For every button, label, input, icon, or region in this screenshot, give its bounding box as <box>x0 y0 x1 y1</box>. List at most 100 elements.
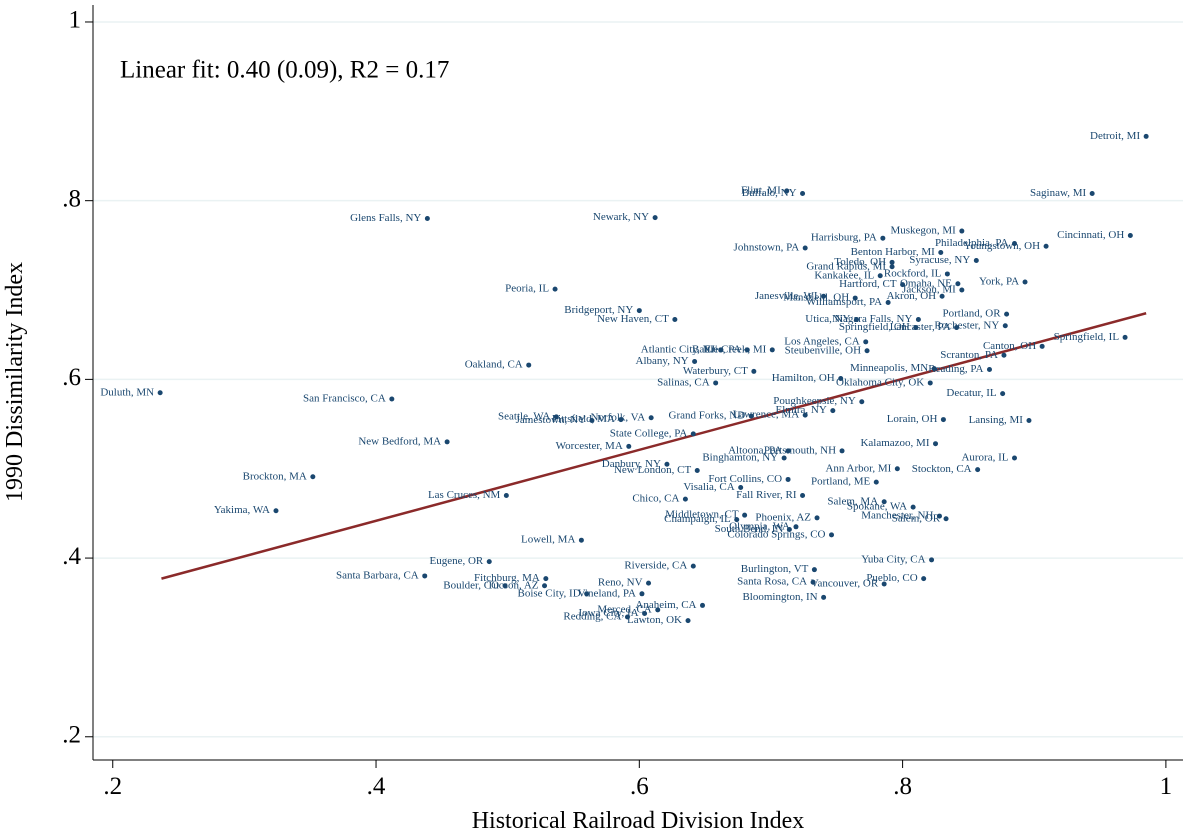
point <box>933 441 939 447</box>
point <box>1001 352 1007 358</box>
point-label: Williamsport, PA <box>806 296 882 308</box>
point <box>955 281 961 287</box>
y-tick-label: .6 <box>62 364 81 391</box>
point-label: Santa Rosa, CA <box>737 576 807 588</box>
point-label: Peoria, IL <box>505 283 549 295</box>
point-label: San Francisco, CA <box>303 393 386 405</box>
point-label: Elmira, NY <box>776 404 827 416</box>
point-label: Pueblo, CO <box>866 572 917 584</box>
point <box>652 215 658 221</box>
point <box>873 479 879 485</box>
point <box>1127 233 1133 239</box>
point <box>785 476 791 482</box>
point <box>542 583 548 589</box>
point <box>424 216 430 222</box>
point-label: Yakima, WA <box>214 504 270 516</box>
point <box>821 293 827 299</box>
point-label: Albany, NY <box>636 355 689 367</box>
point-label: Santa Barbara, CA <box>336 569 419 581</box>
point <box>1089 191 1095 197</box>
point <box>939 293 945 299</box>
point-label: Canton, OH <box>983 340 1036 352</box>
point <box>864 348 870 354</box>
point-label: Muskegon, MI <box>890 225 956 237</box>
point-label: Las Cruces, NM <box>428 489 501 501</box>
point-label: Burlington, VT <box>741 563 809 575</box>
point <box>1011 455 1017 461</box>
point <box>940 417 946 423</box>
point-label: Atlantic City, NJ <box>641 343 716 355</box>
point-label: Middletown, CT <box>665 509 739 521</box>
point-label: Brockton, MA <box>243 470 307 482</box>
point <box>885 300 891 306</box>
point-label: Yuba City, CA <box>861 553 925 565</box>
point <box>877 273 883 279</box>
point <box>910 504 916 510</box>
point-label: Eugene, OR <box>429 555 483 567</box>
point <box>769 347 775 353</box>
point <box>854 317 860 323</box>
point-label: Chico, CA <box>632 493 679 505</box>
x-tick-label: .4 <box>367 773 386 800</box>
point <box>786 526 792 532</box>
point <box>881 499 887 505</box>
point <box>1039 343 1045 349</box>
point <box>863 339 869 345</box>
point-label: Champaign, IL <box>664 513 731 525</box>
point-label: Aurora, IL <box>961 452 1008 464</box>
point <box>578 537 584 543</box>
point <box>690 563 696 569</box>
point <box>793 524 799 530</box>
point <box>664 461 670 467</box>
point-label: Colorado Springs, CO <box>727 528 825 540</box>
point-label: Salem, MA <box>827 495 878 507</box>
point <box>486 559 492 565</box>
point-label: Johnstown, PA <box>734 242 800 254</box>
point <box>811 567 817 573</box>
point-label: Bridgeport, NY <box>564 304 633 316</box>
point <box>938 249 944 255</box>
point <box>986 367 992 373</box>
fit-line <box>161 312 1147 580</box>
point-label: South Bend, IN <box>715 523 784 535</box>
point <box>584 591 590 597</box>
point-label: Steubenville, OH <box>785 344 861 356</box>
point <box>784 188 790 194</box>
point <box>973 258 979 264</box>
point <box>1143 133 1149 139</box>
point-label: Hamilton, OH <box>772 372 835 384</box>
point-label: Springfield, IL <box>1054 331 1120 343</box>
point-label: Salem, OR <box>892 512 941 524</box>
point-label: Lorain, OH <box>887 413 938 425</box>
point-label: Minneapolis, MN <box>850 362 928 374</box>
point-label: Youngstown, OH <box>964 240 1041 252</box>
point-label: New London, CT <box>614 464 692 476</box>
point-label: Manchester, NH <box>861 510 933 522</box>
y-tick-label: .4 <box>62 543 81 570</box>
point <box>915 317 921 323</box>
point-label: Lansing, MI <box>969 414 1024 426</box>
point-label: Boulder, CO <box>443 579 499 591</box>
point-label: Decatur, IL <box>946 387 997 399</box>
x-axis-title: Historical Railroad Division Index <box>472 808 805 834</box>
point <box>894 466 900 472</box>
point-label: Merced, CA <box>597 603 651 615</box>
point-label: Cincinnati, OH <box>1057 229 1124 241</box>
point <box>642 610 648 616</box>
point-label: Kankakee, IL <box>814 269 874 281</box>
point-label: Iowa City, IA <box>578 607 638 619</box>
point-label: Hartford, CT <box>839 278 897 290</box>
point <box>1022 279 1028 285</box>
point-label: Waterbury, CT <box>683 365 748 377</box>
point-label: Flint, MI <box>741 184 781 196</box>
point <box>552 286 558 292</box>
point <box>802 412 808 418</box>
point <box>927 380 933 386</box>
point <box>900 282 906 288</box>
x-tick-label: .2 <box>103 773 122 800</box>
point <box>859 399 865 405</box>
y-tick-label: .8 <box>62 185 81 212</box>
point <box>975 467 981 473</box>
